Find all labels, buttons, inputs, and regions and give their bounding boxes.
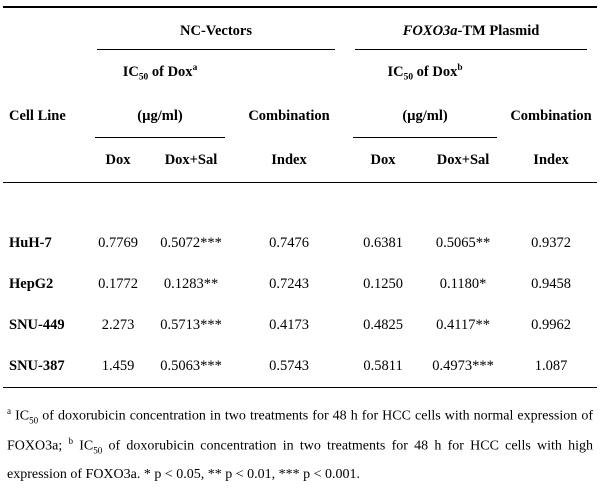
empty-cell	[505, 50, 597, 96]
cell-line-name: SNU-449	[9, 317, 65, 333]
cell-value: 0.9372	[531, 235, 571, 251]
footnote-ic-text: IC	[73, 438, 94, 454]
cell-value: 0.4117**	[436, 317, 490, 333]
group-header-nc-vectors: NC-Vectors	[87, 7, 345, 50]
ic50-of-dox-header-nc: IC50 of Doxa	[87, 50, 233, 96]
cell-value: 0.6381	[363, 235, 403, 251]
table-row-hepg2: HepG2 0.1772 0.1283** 0.7243 0.1250 0.11…	[3, 264, 597, 305]
combination-header-nc: Combination	[233, 96, 345, 138]
footnote: a IC50 of doxorubicin concentration in t…	[7, 402, 593, 490]
cell-value: 0.9962	[531, 317, 571, 333]
cell-value: 0.7476	[269, 235, 309, 251]
footnote-ic50-subscript: 50	[93, 445, 103, 456]
footnote-text-a: of doxorubicin concentration in two trea…	[7, 408, 593, 454]
spacer-row	[3, 185, 597, 223]
dox-column-header-tm: Dox	[370, 151, 396, 168]
cell-value: 0.5063***	[160, 358, 222, 374]
group-header-foxo3a-tm-plasmid: FOXO3a-TM Plasmid	[345, 7, 597, 50]
unit-header-row: Cell Line (µg/ml) Combination (µg/ml) Co…	[3, 96, 597, 138]
dox-sal-column-header-nc: Dox+Sal	[164, 151, 218, 168]
cell-value: 0.1772	[98, 276, 138, 292]
of-dox-text: of Dox	[148, 63, 193, 80]
cell-value: 0.4973***	[432, 358, 494, 374]
footnote-b-marker: b	[68, 435, 73, 446]
empty-cell	[3, 138, 87, 183]
dox-sal-column-header-tm: Dox+Sal	[436, 151, 490, 168]
ic50-header-row: IC50 of Doxa IC50 of Doxb	[3, 50, 597, 96]
cell-value: 0.5811	[363, 358, 403, 374]
unit-header-nc: (µg/ml)	[87, 96, 233, 138]
table-row-snu387: SNU-387 1.459 0.5063*** 0.5743 0.5811 0.…	[3, 346, 597, 388]
cell-line-name: HepG2	[9, 276, 54, 292]
footnote-a-superscript: a	[192, 63, 198, 74]
combination-label: Combination	[510, 108, 592, 124]
cell-value: 0.1283**	[163, 276, 219, 292]
ic-text: IC	[122, 63, 139, 80]
combination-label-wrap: Combination	[505, 108, 597, 138]
cell-value: 0.4825	[363, 317, 403, 333]
cell-value: 0.4173	[269, 317, 309, 333]
footnote-text-b: of doxorubicin concentration in two trea…	[7, 438, 594, 483]
table-row-huh7: HuH-7 0.7769 0.5072*** 0.7476 0.6381 0.5…	[3, 223, 597, 264]
cell-value: 0.7243	[269, 276, 309, 292]
cell-value: 0.1250	[363, 276, 403, 292]
header-bottom-rule	[3, 182, 598, 185]
nc-vectors-label: NC-Vectors	[180, 23, 252, 39]
cell-line-label-wrap: Cell Line	[9, 108, 87, 138]
dox-column-header-nc: Dox	[105, 151, 131, 168]
cell-line-header: Cell Line	[3, 96, 87, 138]
cell-value: 0.5713***	[160, 317, 222, 333]
ic50-subscript: 50	[138, 72, 149, 83]
cell-value: 0.5743	[269, 358, 309, 374]
cell-value: 0.5072***	[160, 235, 222, 251]
cell-value: 0.5065**	[435, 235, 491, 251]
cell-value: 2.273	[101, 317, 135, 333]
table-row-snu449: SNU-449 2.273 0.5713*** 0.4173 0.4825 0.…	[3, 305, 597, 346]
combination-label-wrap: Combination	[233, 108, 345, 138]
column-header-row: Dox Dox+Sal Index Dox Dox+Sal Index	[3, 138, 597, 183]
cell-value: 0.9458	[531, 276, 571, 292]
foxo3a-gene-label: FOXO3a	[402, 23, 458, 39]
group-header-row: NC-Vectors FOXO3a-TM Plasmid	[3, 7, 597, 50]
combination-header-tm: Combination	[505, 96, 597, 138]
cell-line-name: SNU-387	[9, 358, 65, 374]
cell-value: 0.1180*	[439, 276, 487, 292]
unit-label: (µg/ml)	[402, 108, 448, 124]
foxo3a-underline: FOXO3a-TM Plasmid	[355, 23, 588, 50]
unit-underline-nc: (µg/ml)	[95, 108, 225, 138]
index-column-header-nc: Index	[271, 151, 307, 168]
unit-underline-tm: (µg/ml)	[353, 108, 498, 138]
combination-label: Combination	[248, 108, 330, 124]
ic-text: IC	[387, 63, 404, 80]
ic50-results-table: NC-Vectors FOXO3a-TM Plasmid IC50 of Dox…	[3, 6, 598, 390]
index-column-header-tm: Index	[533, 151, 569, 168]
of-dox-text: of Dox	[413, 63, 458, 80]
cell-value: 1.087	[534, 358, 568, 374]
cell-value: 0.7769	[98, 235, 138, 251]
footnote-ic50-subscript: 50	[29, 415, 39, 426]
ic50-of-dox-header-tm: IC50 of Doxb	[345, 50, 505, 96]
unit-header-tm: (µg/ml)	[345, 96, 505, 138]
cell-value: 1.459	[101, 358, 135, 374]
empty-cell	[3, 50, 87, 96]
footnote-b-superscript: b	[457, 63, 463, 74]
empty-cell	[3, 7, 87, 50]
nc-vectors-underline: NC-Vectors	[97, 23, 336, 50]
empty-cell	[233, 50, 345, 96]
footnote-ic-text: IC	[11, 408, 30, 424]
ic50-subscript: 50	[403, 72, 414, 83]
cell-line-name: HuH-7	[9, 235, 52, 251]
tm-plasmid-label: -TM Plasmid	[457, 23, 540, 39]
table-bottom-rule	[3, 387, 598, 390]
cell-line-label: Cell Line	[9, 108, 66, 124]
unit-label: (µg/ml)	[137, 108, 183, 124]
footnote-a-marker: a	[7, 406, 12, 416]
